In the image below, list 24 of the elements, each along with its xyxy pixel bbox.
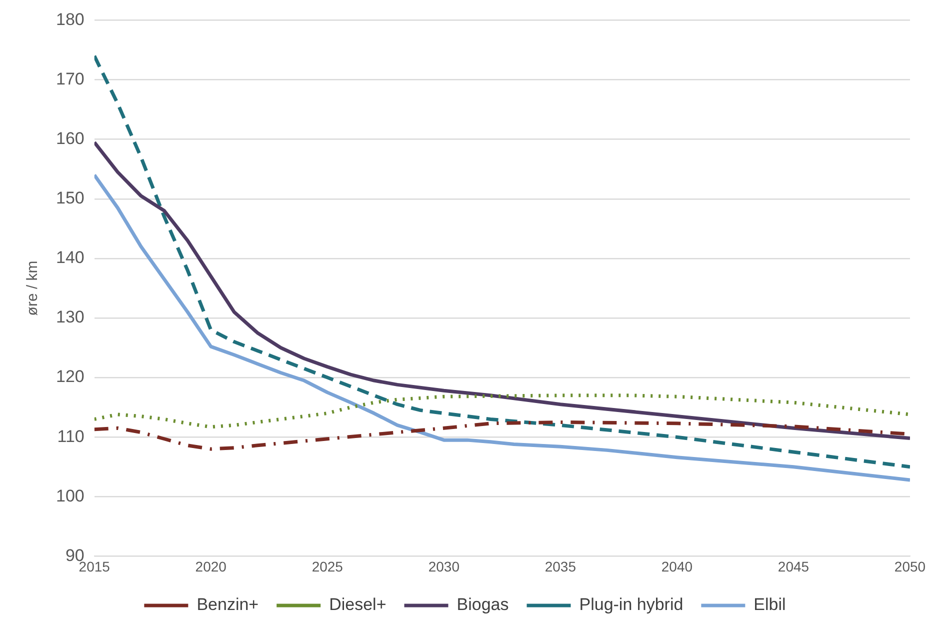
legend-label: Elbil [754,595,786,614]
y-tick-label: 100 [56,486,84,506]
x-tick-label: 2040 [661,558,693,574]
legend-label: Benzin+ [196,595,259,614]
x-tick-label: 2035 [544,558,576,574]
y-tick-label: 130 [56,308,84,327]
legend-label: Biogas [456,595,509,614]
legend-label: Diesel+ [329,595,386,614]
x-tick-label: 2045 [778,558,810,574]
x-tick-label: 2025 [312,558,344,574]
y-tick-label: 150 [56,188,84,208]
x-tick-label: 2030 [428,558,460,574]
y-tick-label: 120 [56,367,84,386]
y-axis-title: øre / km [24,260,42,316]
y-tick-label: 170 [56,69,84,88]
line-series [94,54,910,469]
line-series [94,394,910,429]
x-tick-label: 2050 [894,558,926,574]
y-tick-label: 110 [57,426,84,446]
y-tick-label: 160 [56,129,84,148]
legend-label: Plug-in hybrid [579,595,684,614]
y-tick-label: 140 [56,248,84,268]
y-tick-label: 180 [56,10,84,29]
x-tick-label: 2020 [195,558,227,574]
